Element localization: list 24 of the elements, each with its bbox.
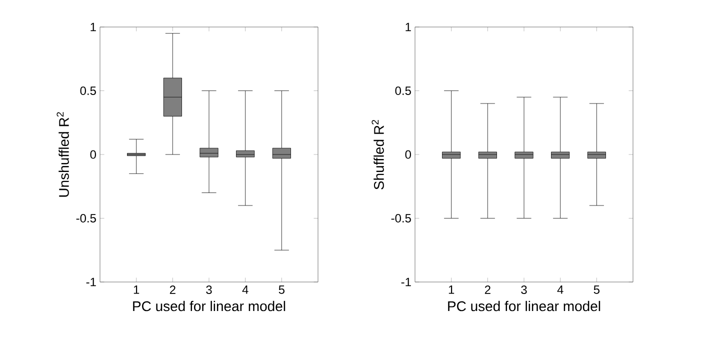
x-tick-label: 3: [206, 286, 212, 294]
y-tick-label: -0.5: [76, 214, 96, 222]
y-tick-label: -1: [86, 278, 96, 286]
x-tick-label: 3: [521, 286, 527, 294]
y-tick-label: 0.5: [395, 86, 411, 95]
y-tick-label: 0: [405, 150, 412, 159]
y-axis-title: Unshuffled R$^{2}$: [56, 112, 69, 197]
x-tick-label: 2: [170, 286, 176, 294]
y-tick-label: -0.5: [391, 214, 411, 222]
y-tick-label: 0.5: [80, 86, 96, 95]
y-axis-title: Shuffled R$^{2}$: [372, 120, 384, 190]
x-tick-label: 4: [242, 286, 248, 294]
x-tick-label: 5: [278, 286, 284, 294]
x-axis-title: PC used for linear model: [448, 300, 600, 312]
x-tick-label: 1: [448, 286, 454, 294]
y-tick-label: -1: [401, 278, 411, 286]
x-tick-label: 2: [484, 286, 490, 294]
x-tick-label: 5: [594, 286, 600, 294]
x-axis-title: PC used for linear model: [133, 300, 286, 312]
y-tick-label: 0: [90, 150, 96, 159]
x-tick-label: 4: [557, 286, 564, 294]
y-tick-label: 1: [406, 22, 411, 32]
y-tick-label: 1: [90, 22, 96, 32]
x-tick-label: 1: [134, 286, 140, 294]
